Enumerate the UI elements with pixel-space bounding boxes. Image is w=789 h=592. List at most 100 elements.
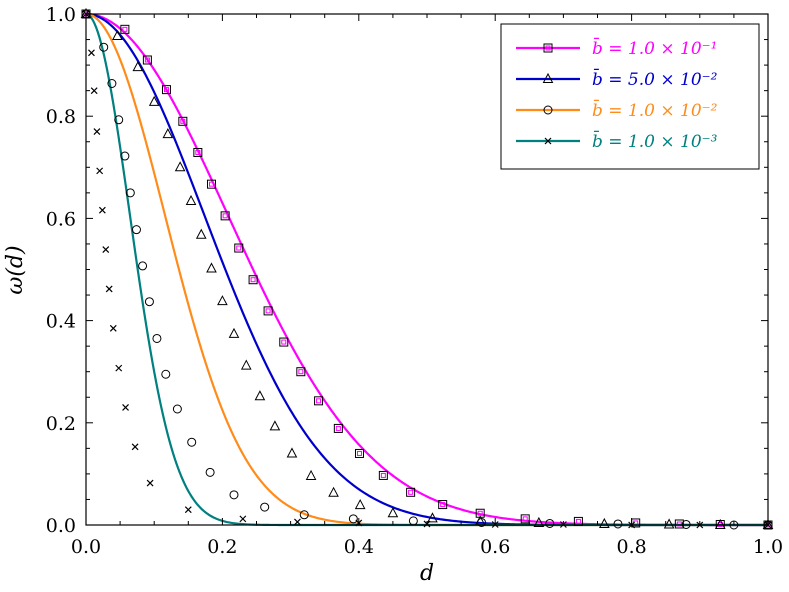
data-point-series-3 <box>131 225 141 235</box>
x-tick-label: 0.6 <box>480 536 510 558</box>
data-point-series-2 <box>714 518 726 529</box>
data-point-series-1 <box>248 275 258 285</box>
data-point-series-1 <box>354 448 364 458</box>
data-point-series-1 <box>378 470 388 480</box>
data-point-series-2 <box>162 128 174 139</box>
data-point-series-4 <box>146 479 154 487</box>
y-tick-label: 0.2 <box>46 413 76 435</box>
x-tick-label: 0.2 <box>207 536 237 558</box>
data-point-series-3 <box>187 437 197 447</box>
legend-marker-3 <box>543 105 553 115</box>
data-point-series-1 <box>193 147 203 157</box>
data-point-series-3 <box>477 517 487 527</box>
y-tick-label: 1.0 <box>46 4 76 26</box>
data-point-series-3 <box>144 297 154 307</box>
data-point-series-4 <box>239 515 247 523</box>
data-point-series-2 <box>148 95 160 106</box>
y-axis-ticks: 0.0 0.2 0.4 0.6 0.8 1.0 <box>46 4 768 537</box>
data-point-series-2 <box>269 420 281 431</box>
data-point-series-4 <box>122 404 129 411</box>
data-point-series-3 <box>205 467 215 477</box>
data-point-series-3 <box>152 333 162 343</box>
legend-label-2: b̄ = 5.0 × 10⁻² <box>592 67 718 90</box>
data-point-series-1 <box>178 116 188 126</box>
data-point-series-4 <box>93 128 101 135</box>
data-point-series-3 <box>229 490 239 500</box>
data-point-series-1 <box>674 519 684 529</box>
data-point-series-2 <box>663 518 675 529</box>
data-point-series-2 <box>354 499 366 510</box>
legend-marker-4 <box>544 137 552 145</box>
data-point-series-2 <box>533 516 545 527</box>
data-point-series-4 <box>184 506 192 514</box>
data-point-series-1 <box>120 24 130 34</box>
data-point-series-3 <box>107 78 117 88</box>
data-point-series-1 <box>314 396 324 406</box>
data-point-series-3 <box>161 369 171 379</box>
data-point-series-4 <box>96 167 104 175</box>
data-point-series-1 <box>234 243 244 253</box>
y-tick-label: 0.6 <box>46 208 76 230</box>
data-point-series-1 <box>296 367 306 377</box>
data-point-series-2 <box>228 327 240 338</box>
data-point-series-3 <box>299 510 309 520</box>
data-point-series-3 <box>260 502 270 512</box>
x-tick-label: 0.8 <box>616 536 646 558</box>
y-tick-label: 0.8 <box>46 106 76 128</box>
data-point-series-1 <box>220 211 230 221</box>
data-point-series-3 <box>120 151 130 161</box>
y-tick-label: 0.4 <box>46 311 76 333</box>
y-axis-label: ω(d) <box>3 245 28 294</box>
data-point-series-4 <box>105 285 113 293</box>
legend: b̄ = 1.0 × 10⁻¹ b̄ = 5.0 × 10⁻² b̄ = 1.0 ×… <box>500 23 760 170</box>
data-point-series-2 <box>206 262 217 273</box>
data-point-series-4 <box>88 49 95 57</box>
data-point-series-4 <box>90 87 98 95</box>
data-point-series-1 <box>520 514 530 524</box>
legend-label-1: b̄ = 1.0 × 10⁻¹ <box>592 36 717 59</box>
data-point-series-3 <box>138 261 148 271</box>
y-tick-label: 0.0 <box>46 515 76 537</box>
data-point-series-3 <box>613 519 623 529</box>
data-point-series-2 <box>240 359 252 370</box>
data-point-series-3 <box>545 518 555 528</box>
data-point-series-4 <box>115 364 123 372</box>
data-point-series-2 <box>427 512 438 523</box>
data-point-series-2 <box>195 228 207 239</box>
data-point-series-3 <box>99 42 109 52</box>
data-point-series-3 <box>125 188 135 198</box>
data-point-series-4 <box>109 324 117 332</box>
data-point-series-2 <box>254 390 266 401</box>
legend-label-4: b̄ = 1.0 × 10⁻³ <box>592 129 718 152</box>
data-point-series-3 <box>172 404 182 414</box>
x-axis-ticks: 0.0 0.2 0.4 0.6 0.8 1.0 <box>71 14 783 558</box>
data-point-series-2 <box>217 295 228 306</box>
data-point-series-1 <box>333 423 343 433</box>
data-point-series-4 <box>131 443 139 451</box>
data-point-series-1 <box>161 85 171 95</box>
data-point-series-2 <box>185 194 197 206</box>
data-point-series-3 <box>114 115 124 125</box>
legend-label-3: b̄ = 1.0 × 10⁻² <box>592 98 718 121</box>
x-tick-label: 1.0 <box>753 536 783 558</box>
data-point-series-4 <box>293 518 301 526</box>
data-point-series-3 <box>348 514 358 524</box>
data-point-series-1 <box>279 337 289 347</box>
data-point-series-1 <box>142 55 152 65</box>
data-point-series-1 <box>206 179 216 189</box>
data-point-series-2 <box>112 29 123 40</box>
data-point-series-2 <box>387 507 399 518</box>
data-point-series-2 <box>598 517 610 528</box>
data-point-series-4 <box>102 246 110 253</box>
x-tick-label: 0.0 <box>71 536 101 558</box>
series-markers <box>80 7 774 530</box>
data-point-series-2 <box>132 61 144 72</box>
data-point-series-1 <box>263 306 273 316</box>
data-point-series-2 <box>174 161 186 172</box>
data-point-series-3 <box>408 516 418 526</box>
data-point-series-2 <box>286 447 298 458</box>
data-point-series-1 <box>406 487 416 497</box>
data-point-series-2 <box>305 469 317 480</box>
data-point-series-1 <box>438 500 448 510</box>
